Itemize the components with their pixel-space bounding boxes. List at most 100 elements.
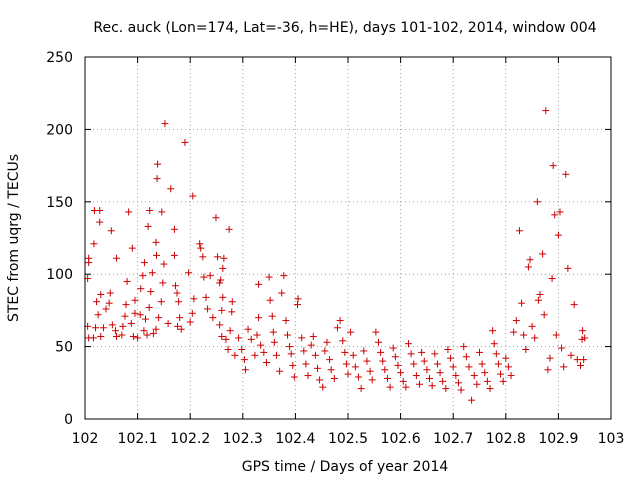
data-point [524, 263, 532, 271]
data-point [157, 298, 165, 306]
data-point [294, 301, 302, 309]
data-point [164, 319, 172, 327]
data-point [368, 376, 376, 384]
data-point [141, 315, 149, 323]
data-point [341, 348, 349, 356]
data-point [139, 272, 147, 280]
x-tick-label: 102.2 [170, 431, 210, 447]
data-point [319, 383, 327, 391]
data-point [377, 348, 385, 356]
data-point [97, 290, 105, 298]
data-point [218, 332, 226, 340]
data-point [99, 324, 107, 332]
y-tick-label: 100 [46, 267, 73, 283]
data-point [457, 386, 465, 394]
data-point [128, 244, 136, 252]
data-point [247, 335, 255, 343]
data-point [476, 348, 483, 356]
data-point [272, 351, 280, 359]
data-point [189, 192, 197, 200]
data-point [106, 289, 114, 297]
data-point [300, 347, 308, 355]
data-point [140, 327, 148, 335]
data-point [244, 325, 252, 333]
data-point [383, 374, 391, 382]
data-point [280, 272, 288, 280]
data-point [96, 218, 104, 226]
data-point [224, 345, 232, 353]
data-point [558, 344, 566, 352]
y-tick-label: 250 [46, 50, 73, 66]
data-point [407, 350, 415, 358]
data-point [404, 340, 412, 348]
data-point [240, 356, 248, 364]
data-point [420, 357, 428, 365]
data-point [170, 225, 178, 233]
data-point [105, 299, 113, 307]
data-point [478, 360, 486, 368]
data-point [278, 289, 286, 297]
data-point [173, 289, 181, 297]
data-point [167, 185, 175, 193]
data-point [470, 372, 478, 380]
data-point [402, 383, 410, 391]
data-point [552, 331, 560, 339]
data-point [504, 363, 512, 371]
data-point [129, 332, 137, 340]
data-point [333, 324, 341, 332]
data-point [573, 356, 581, 364]
x-tick-label: 102.4 [275, 431, 315, 447]
data-point [140, 259, 148, 267]
data-point [304, 372, 312, 380]
data-point [307, 341, 315, 349]
data-point [257, 341, 265, 349]
data-point [321, 347, 329, 355]
data-point [567, 351, 575, 359]
data-point [220, 254, 228, 262]
data-point [546, 354, 554, 362]
data-point [548, 275, 556, 283]
data-point [90, 240, 98, 248]
data-point [197, 244, 205, 252]
data-point [391, 353, 399, 361]
data-point [576, 361, 584, 369]
data-point [262, 359, 270, 367]
data-point [161, 120, 169, 128]
data-point [108, 321, 116, 329]
data-point [290, 373, 298, 381]
data-point [152, 325, 160, 333]
data-point [394, 361, 402, 369]
data-point [497, 370, 505, 378]
data-point [122, 301, 130, 309]
data-point [216, 321, 224, 329]
data-point [148, 269, 156, 277]
data-point [489, 327, 497, 335]
data-point [481, 369, 489, 377]
data-point [580, 356, 588, 364]
data-point [218, 306, 226, 314]
data-point [231, 351, 239, 359]
data-point [206, 272, 214, 280]
data-point [363, 357, 371, 365]
x-tick-label: 102 [72, 431, 99, 447]
data-point [282, 317, 290, 325]
data-point [276, 367, 284, 375]
data-point [146, 206, 154, 214]
data-point [216, 279, 224, 287]
data-point [181, 138, 189, 146]
data-point [118, 331, 126, 339]
data-point [323, 338, 331, 346]
data-point [294, 295, 302, 303]
x-tick-label: 102.5 [328, 431, 368, 447]
data-point [309, 332, 317, 340]
data-point [460, 343, 468, 351]
data-point [238, 345, 246, 353]
data-point [149, 330, 157, 338]
data-point [137, 285, 145, 293]
data-point [155, 314, 163, 322]
x-tick-label: 103 [598, 431, 625, 447]
data-point [171, 282, 179, 290]
data-point [125, 208, 133, 216]
data-point [186, 318, 194, 326]
